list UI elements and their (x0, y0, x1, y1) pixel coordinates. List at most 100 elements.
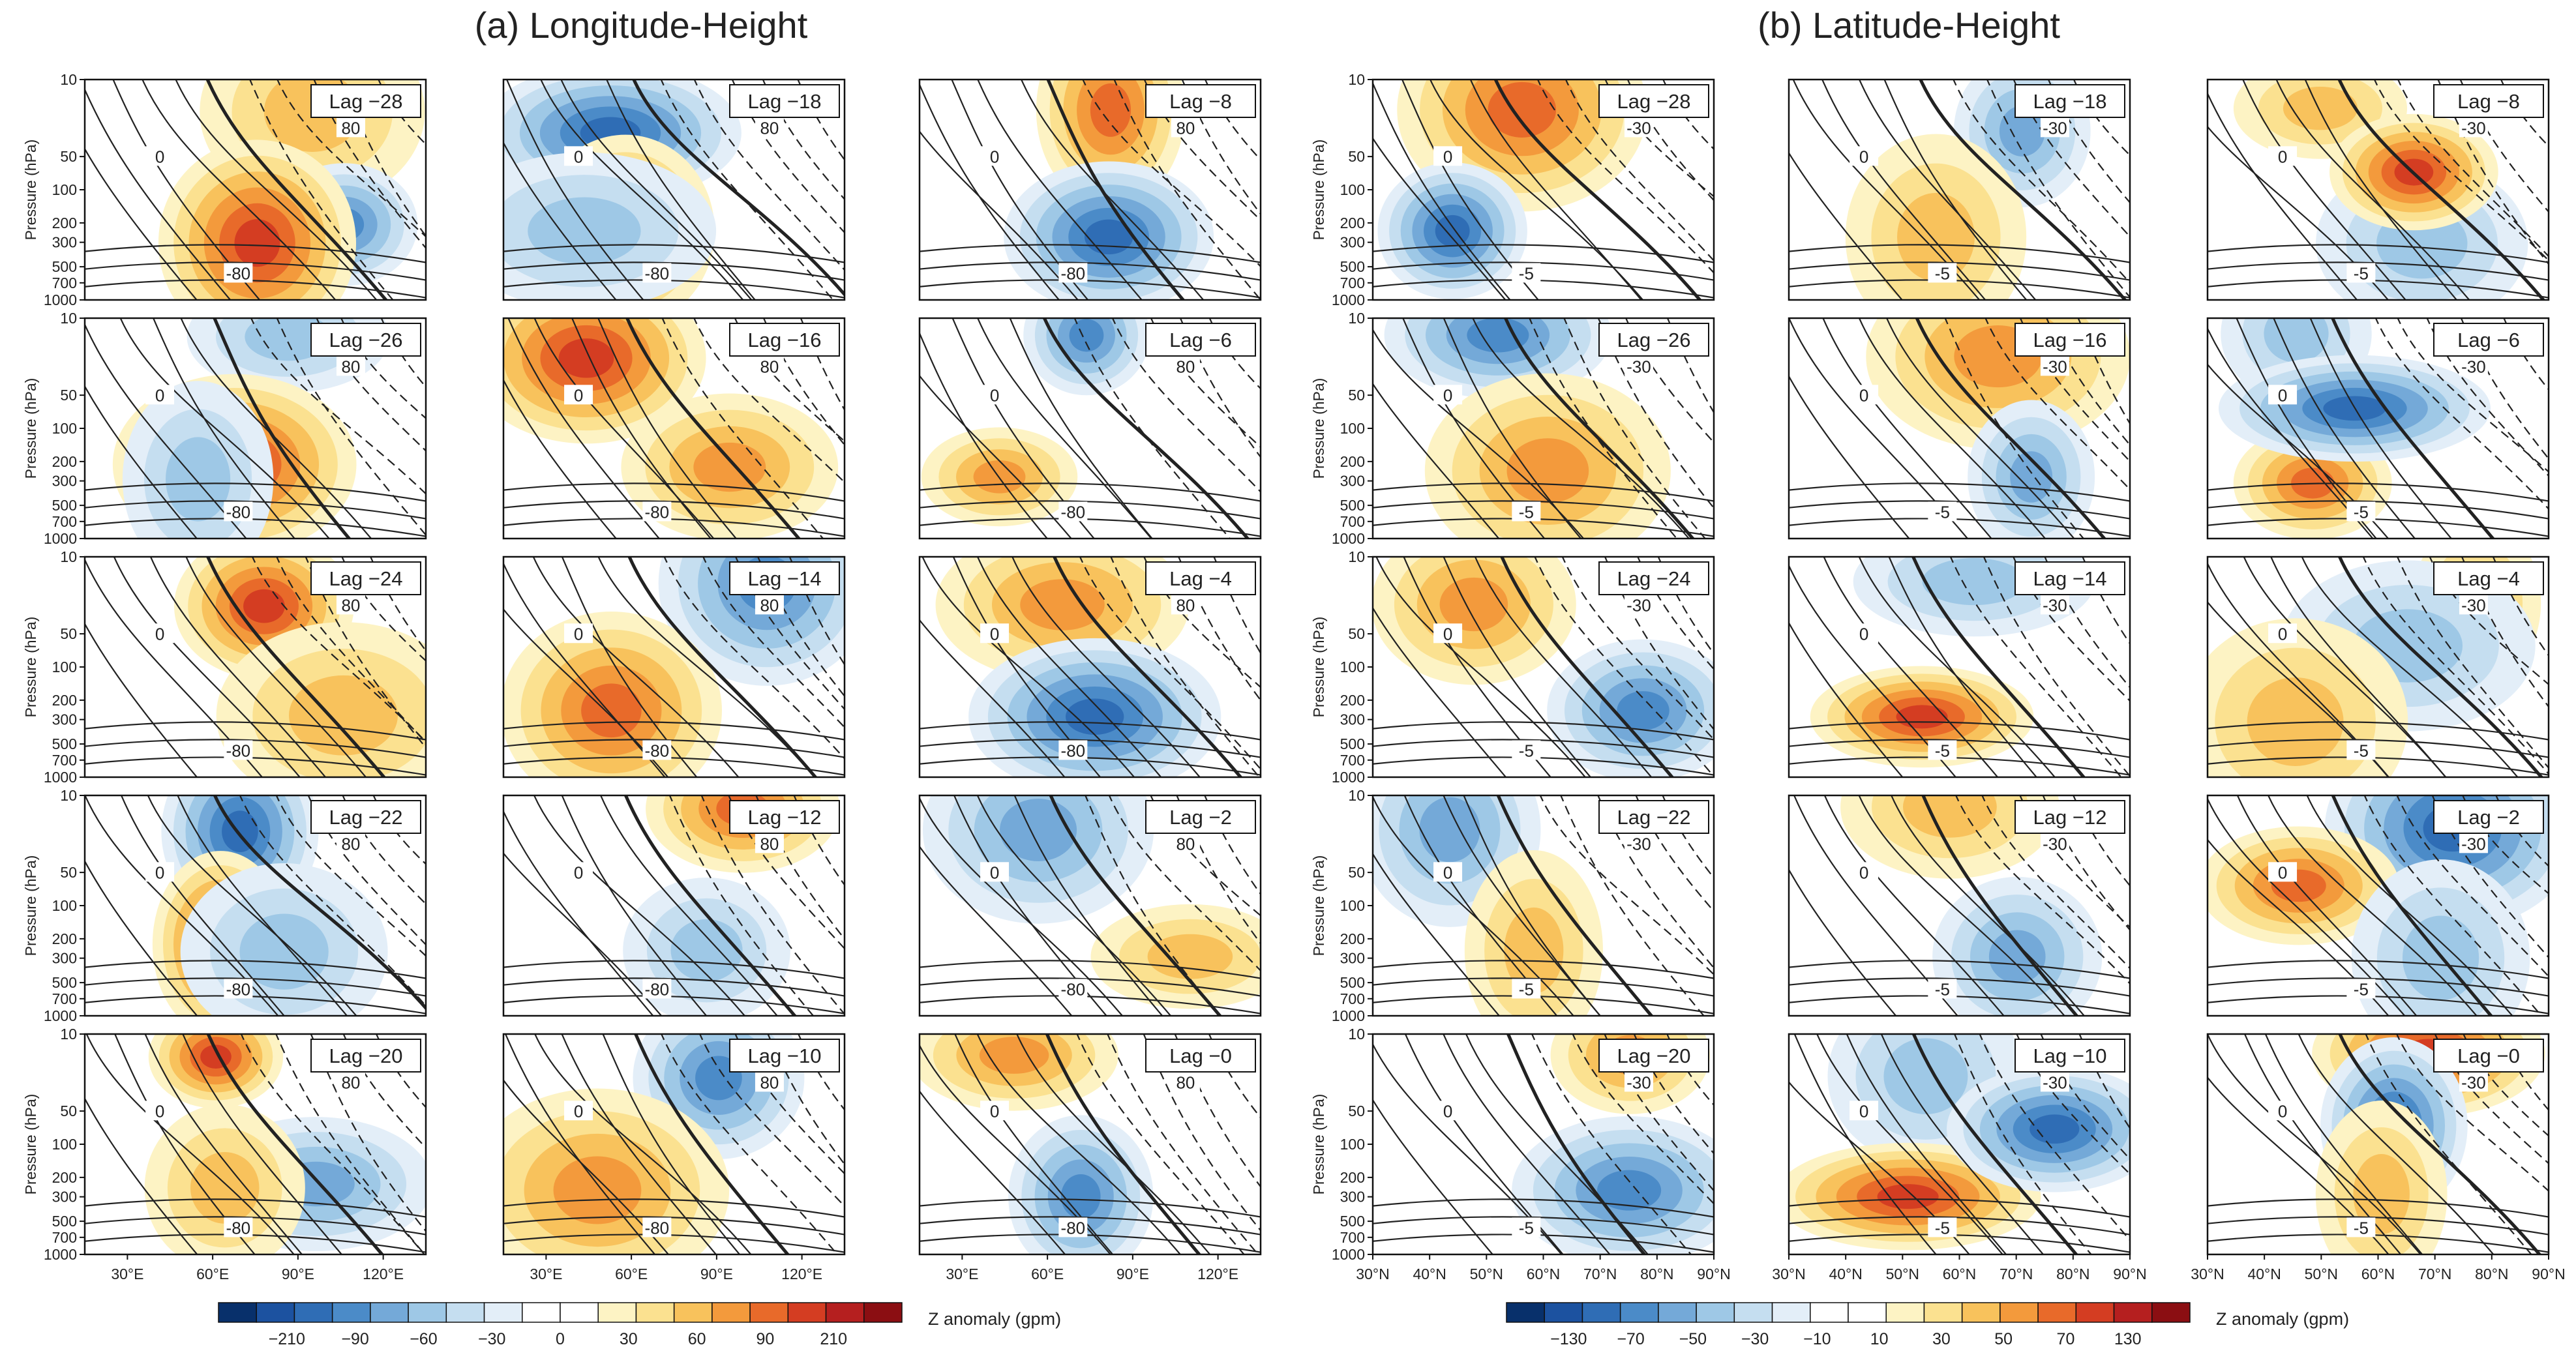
negative-anomaly-shading (1883, 1038, 1968, 1115)
y-tick-label: 50 (1348, 864, 1365, 881)
contour-label: 0 (2278, 385, 2287, 405)
y-tick-label: 700 (52, 752, 77, 769)
colorbar-tick-label: −130 (1550, 1330, 1587, 1347)
lag-label-box (1598, 323, 1709, 357)
contour-label: 0 (574, 147, 583, 166)
positive-contour-line (571, 318, 712, 539)
positive-contour-line (1472, 318, 1690, 539)
colorbar-tick-label: 60 (688, 1330, 706, 1347)
contour-label: 80 (341, 1073, 360, 1092)
contour-label: -30 (1626, 834, 1651, 853)
contour-label: 0 (1859, 624, 1868, 644)
colorbar-swatch (825, 1302, 865, 1323)
y-tick-label: 100 (52, 1136, 77, 1153)
positive-contour-line (1880, 1034, 2044, 1254)
positive-contour-line (85, 261, 426, 281)
contour-label: -80 (1061, 502, 1086, 522)
colorbar-swatch (331, 1302, 371, 1323)
y-tick-label: 1000 (1332, 530, 1365, 547)
negative-anomaly-shading (1060, 1174, 1101, 1219)
colorbar-swatch (711, 1302, 751, 1323)
y-tick-label: 500 (52, 1213, 77, 1230)
positive-contour-line (2331, 795, 2493, 1016)
contour-label-background (1928, 1217, 1957, 1237)
y-tick-label: 500 (1340, 1213, 1365, 1230)
contour-label: -30 (2043, 357, 2067, 376)
positive-contour-line (503, 977, 845, 997)
positive-contour-line (1013, 795, 1163, 1016)
colorbar-swatch (635, 1302, 675, 1323)
y-tick-label: 200 (1340, 1169, 1365, 1186)
positive-contour-line (2309, 318, 2453, 539)
contour-label-background (642, 501, 672, 522)
positive-contour-line (1373, 995, 1714, 1014)
panel: 0 80 -80 Lag −16 (502, 317, 846, 540)
contour-label-background (2459, 1072, 2488, 1092)
positive-anomaly-shading (1897, 192, 1975, 282)
negative-contour-line (1572, 1034, 1714, 1205)
colorbar-swatch (787, 1302, 827, 1323)
contour-label-background (1512, 1217, 1541, 1237)
colorbar-swatch (2075, 1302, 2115, 1323)
positive-contour-line (152, 318, 296, 539)
positive-contour-line (206, 1034, 385, 1254)
x-tick-label: 30°E (111, 1266, 143, 1282)
contour-label: -30 (1626, 357, 1651, 376)
contour-label: -30 (1626, 118, 1651, 138)
positive-contour-line (534, 1034, 752, 1254)
negative-anomaly-shading (1066, 698, 1124, 735)
negative-contour-line (693, 80, 845, 271)
positive-contour-line (1793, 795, 1958, 1016)
y-tick-label: 50 (60, 1103, 77, 1119)
contour-label-background (1171, 117, 1200, 138)
negative-contour-line (239, 795, 426, 1007)
y-tick-label: 10 (1348, 548, 1365, 565)
colorbar-swatch (597, 1302, 637, 1323)
positive-contour-line (503, 810, 654, 1016)
panel-frame (2206, 317, 2550, 540)
positive-contour-line (1373, 500, 1714, 520)
negative-contour-line (2362, 557, 2549, 775)
y-tick-label: 700 (1340, 1229, 1365, 1246)
positive-contour-line (503, 995, 845, 1014)
contour-label-background (1512, 979, 1541, 999)
contour-label: -30 (1626, 1073, 1651, 1092)
positive-contour-line (920, 619, 1066, 777)
colorbar-swatch (1696, 1302, 1735, 1323)
positive-contour-line (1858, 795, 2065, 1016)
x-tick-label: 90°E (700, 1266, 733, 1282)
positive-contour-line (2304, 80, 2458, 300)
positive-contour-line (1915, 318, 2107, 539)
y-tick-label: 500 (1340, 258, 1365, 275)
y-tick-label: 200 (1340, 215, 1365, 231)
positive-contour-line (2208, 91, 2358, 300)
x-tick-label: 80°N (2056, 1266, 2089, 1282)
contour-label: 0 (2278, 1101, 2287, 1121)
positive-contour-line (2208, 327, 2374, 539)
negative-contour-line (1108, 795, 1261, 972)
x-tick-label: 90°N (2113, 1266, 2146, 1282)
negative-contour-line (1955, 795, 2130, 985)
lag-label-box (2014, 84, 2125, 118)
lag-label-box (310, 84, 421, 118)
panel-frame (1788, 794, 2131, 1017)
negative-anomaly-shading (528, 197, 641, 265)
y-tick-label: 10 (60, 787, 77, 804)
contour-label: 0 (1443, 147, 1452, 166)
x-tick-label: 120°E (781, 1266, 822, 1282)
positive-contour-line (1373, 1234, 1714, 1253)
contour-label-background (1624, 117, 1653, 138)
negative-contour-line (1949, 557, 2123, 777)
y-tick-label: 700 (1340, 752, 1365, 769)
positive-contour-line (1503, 318, 1696, 539)
contour-label: -80 (226, 502, 251, 522)
negative-anomaly-shading (2264, 318, 2329, 363)
contour-label: -5 (2354, 741, 2369, 760)
positive-contour-line (976, 557, 1162, 777)
colorbar-swatch (1848, 1302, 1887, 1323)
